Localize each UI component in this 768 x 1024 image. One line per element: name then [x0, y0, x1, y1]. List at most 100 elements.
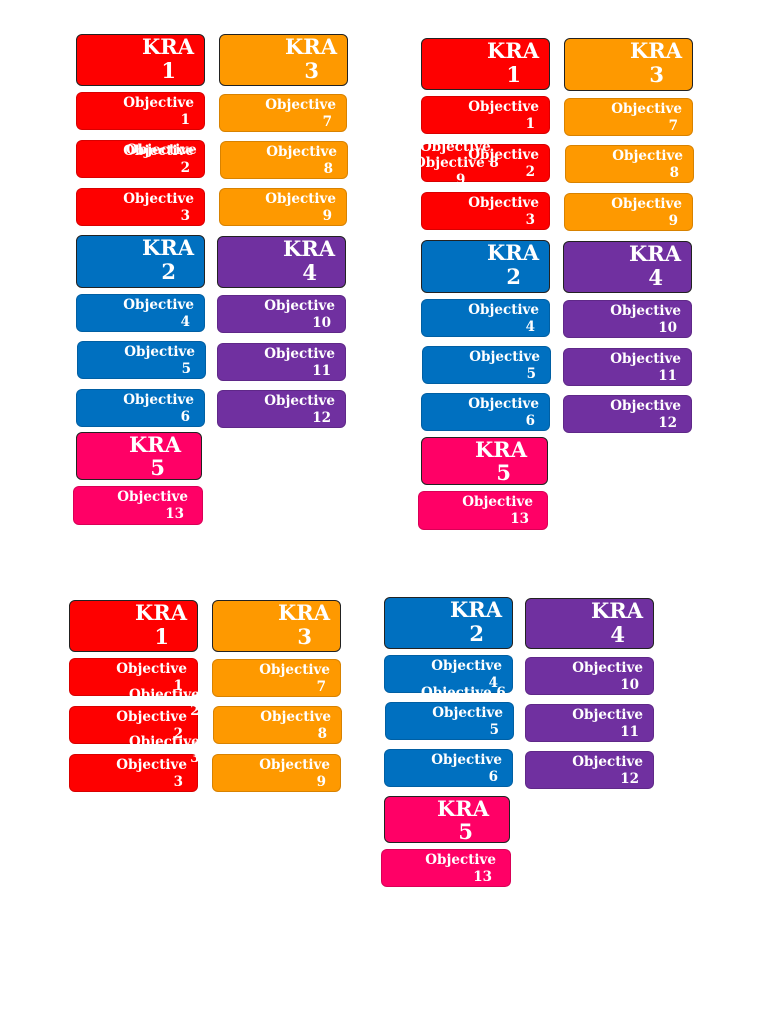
objective-label: Objective [612, 148, 683, 164]
objective-label: Objective [431, 752, 502, 768]
objective-number: 10 [620, 677, 639, 693]
objective-label: Objective [124, 344, 195, 360]
overlap-objective-word: Objective [421, 685, 492, 701]
objective-1-box: Objective 1 [421, 96, 550, 134]
objective-11-box: Objective 11 [217, 343, 346, 381]
objective-number: 2 [525, 164, 535, 180]
objective-12-box: Objective 12 [525, 751, 654, 789]
overlap-objective-3-label: Objective 3 [129, 734, 200, 766]
kra-label: KRA [135, 600, 187, 625]
objective-label: Objective [259, 662, 330, 678]
kra-number: 1 [161, 58, 176, 83]
overlap-objective-word: Objective [126, 142, 197, 158]
kra-label: KRA [142, 235, 194, 260]
objective-number: 7 [322, 114, 332, 130]
objective-label: Objective [116, 661, 187, 677]
kra-number: 1 [506, 62, 521, 87]
objective-number: 7 [316, 679, 326, 695]
kra-label: KRA [487, 240, 539, 265]
kra-number: 3 [649, 62, 664, 87]
kra-label: KRA [591, 598, 643, 623]
objective-label: Objective [572, 707, 643, 723]
objective-13-box: Objective 13 [381, 849, 511, 887]
objective-number: 13 [165, 506, 184, 522]
kra-label: KRA [487, 38, 539, 63]
objective-number: 3 [173, 774, 183, 790]
kra-3-box: KRA 3 [564, 38, 693, 91]
objective-number: 11 [658, 368, 677, 384]
objective-6-box: Objective 6 [76, 389, 205, 427]
kra-3-box: KRA 3 [219, 34, 348, 86]
objective-label: Objective [265, 191, 336, 207]
kra-label: KRA [283, 236, 335, 261]
kra-label: KRA [285, 34, 337, 59]
objective-number: 9 [316, 774, 326, 790]
objective-label: Objective [572, 660, 643, 676]
objective-number: 2 [180, 160, 190, 176]
objective-label: Objective [469, 349, 540, 365]
objective-2-box: Objective 2 [421, 144, 550, 182]
kra-number: 5 [150, 455, 165, 480]
objective-3-box: Objective 3 [76, 188, 205, 226]
objective-label: Objective [265, 97, 336, 113]
objective-label: Objective [610, 351, 681, 367]
kra-number: 3 [304, 58, 319, 83]
objective-8-box: Objective 8 [565, 145, 694, 183]
overlap-objective-word: Objective [129, 734, 200, 750]
overlap-objective-2-label: Objective 2 [129, 687, 200, 719]
kra-number: 2 [161, 259, 176, 284]
objective-number: 8 [669, 165, 679, 181]
objective-label: Objective [123, 392, 194, 408]
kra-number: 5 [496, 460, 511, 485]
overlap-objective-word: Objective [420, 139, 491, 155]
overlap-objective-number: 3 [190, 750, 200, 766]
objective-9-box: Objective 9 [564, 193, 693, 231]
objective-label: Objective [264, 346, 335, 362]
kra-2-box: KRA 2 [76, 235, 205, 288]
objective-label: Objective [610, 303, 681, 319]
overlap-objective-word: Objective [414, 155, 485, 171]
objective-number: 1 [173, 678, 183, 694]
kra-1-box: KRA 1 [69, 600, 198, 652]
kra-4-box: KRA 4 [217, 236, 346, 288]
objective-label: Objective [116, 757, 187, 773]
kra-4-box: KRA 4 [563, 241, 692, 293]
kra-4-box: KRA 4 [525, 598, 654, 649]
objective-number: 12 [658, 415, 677, 431]
kra-1-box: KRA 1 [421, 38, 550, 90]
kra-2-box: KRA 2 [421, 240, 550, 293]
kra-5-box: KRA 5 [384, 796, 510, 844]
objective-13-box: Objective 13 [73, 486, 203, 525]
objective-number: 5 [489, 722, 499, 738]
objective-4-box: Objective 4 [76, 294, 205, 332]
kra-label: KRA [475, 437, 527, 462]
objective-number: 10 [658, 320, 677, 336]
objective-6-box: Objective 6 [384, 749, 513, 787]
overlap-objective-word: Objective [129, 687, 200, 703]
kra-label: KRA [630, 38, 682, 63]
objective-9-box: Objective 9 [212, 754, 341, 792]
objective-label: Objective [611, 196, 682, 212]
objective-label: Objective [264, 298, 335, 314]
kra-label: KRA [629, 241, 681, 266]
objective-label: Objective [117, 489, 188, 505]
objective-number: 6 [180, 409, 190, 425]
objective-2-box: Objective 2 [69, 706, 198, 744]
objective-label: Objective [123, 143, 194, 159]
objective-number: 3 [180, 208, 190, 224]
objective-4-box: Objective 4 [384, 655, 513, 693]
objective-label: Objective [259, 757, 330, 773]
kra-number: 2 [506, 264, 521, 289]
kra-5-box: KRA 5 [76, 432, 202, 480]
objective-label: Objective [260, 709, 331, 725]
objective-7-box: Objective 7 [219, 94, 347, 132]
objective-2-box: Objective 2 [76, 140, 205, 178]
objective-label: Objective [266, 144, 337, 160]
objective-number: 2 [173, 726, 183, 742]
kra-label: KRA [129, 432, 181, 457]
objective-label: Objective [572, 754, 643, 770]
objective-number: 5 [181, 361, 191, 377]
objective-label: Objective [123, 95, 194, 111]
objective-label: Objective [123, 297, 194, 313]
objective-10-box: Objective 10 [217, 295, 346, 333]
